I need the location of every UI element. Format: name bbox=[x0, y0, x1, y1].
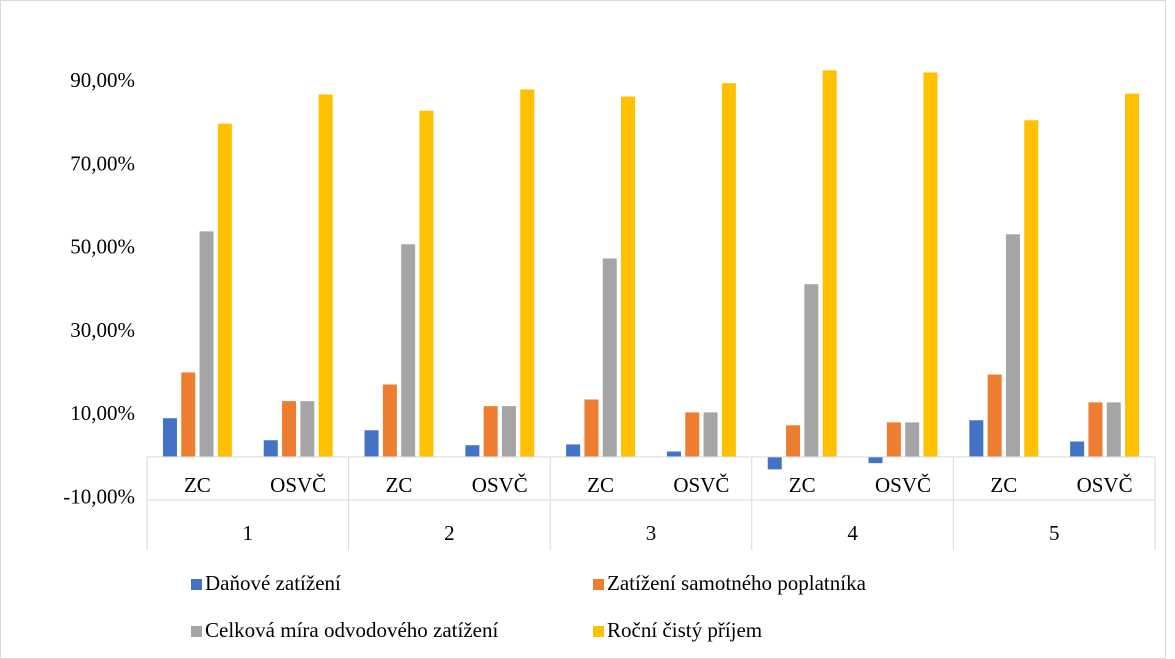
legend-swatch bbox=[593, 579, 604, 590]
bar bbox=[566, 444, 581, 457]
bar bbox=[804, 284, 819, 457]
bar bbox=[1088, 402, 1103, 457]
bar bbox=[886, 422, 901, 457]
bar bbox=[767, 456, 782, 470]
y-tick-label: 30,00% bbox=[70, 318, 135, 342]
y-tick-label: -10,00% bbox=[63, 484, 135, 508]
bar bbox=[1070, 441, 1085, 457]
bar bbox=[199, 231, 214, 457]
bar bbox=[786, 425, 801, 457]
x-tick-label: ZC bbox=[587, 473, 614, 497]
bar bbox=[483, 406, 498, 457]
bar bbox=[501, 406, 516, 457]
x-tick-label: ZC bbox=[990, 473, 1017, 497]
group-label: 2 bbox=[444, 521, 455, 545]
bar bbox=[162, 418, 177, 457]
bar bbox=[318, 94, 333, 457]
y-tick-label: 10,00% bbox=[70, 401, 135, 425]
legend-swatch bbox=[593, 626, 604, 637]
bar bbox=[822, 70, 837, 457]
bar bbox=[263, 440, 278, 457]
legend-swatch bbox=[191, 579, 202, 590]
group-label: 4 bbox=[847, 521, 858, 545]
bar bbox=[969, 420, 984, 457]
bar bbox=[1125, 93, 1140, 457]
y-tick-label: 90,00% bbox=[70, 68, 135, 92]
bar bbox=[923, 72, 938, 457]
bar bbox=[1024, 120, 1039, 457]
x-tick-label: OSVČ bbox=[270, 473, 326, 497]
x-tick-label: ZC bbox=[789, 473, 816, 497]
bar bbox=[602, 258, 617, 457]
x-tick-label: ZC bbox=[184, 473, 211, 497]
legend-label: Celková míra odvodového zatížení bbox=[205, 618, 498, 642]
bar bbox=[282, 401, 297, 457]
legend-swatch bbox=[191, 626, 202, 637]
legend-label: Roční čistý příjem bbox=[607, 618, 762, 642]
legend-label: Zatížení samotného poplatníka bbox=[607, 571, 867, 595]
y-tick-label: 70,00% bbox=[70, 151, 135, 175]
bar bbox=[666, 451, 681, 457]
bar bbox=[382, 384, 397, 457]
y-tick-label: 50,00% bbox=[70, 235, 135, 259]
bar bbox=[520, 89, 535, 457]
bar bbox=[584, 399, 599, 457]
bar bbox=[1106, 402, 1121, 457]
legend-label: Daňové zatížení bbox=[205, 571, 341, 595]
x-tick-label: OSVČ bbox=[1077, 473, 1133, 497]
bar bbox=[401, 244, 416, 457]
group-label: 1 bbox=[243, 521, 254, 545]
bar bbox=[364, 430, 379, 457]
bar bbox=[685, 412, 700, 457]
x-tick-label: OSVČ bbox=[472, 473, 528, 497]
bar bbox=[621, 96, 636, 457]
bar bbox=[905, 422, 920, 457]
x-tick-label: OSVČ bbox=[875, 473, 931, 497]
bar bbox=[987, 374, 1002, 457]
x-tick-label: OSVČ bbox=[673, 473, 729, 497]
x-tick-label: ZC bbox=[386, 473, 413, 497]
bar bbox=[300, 401, 315, 457]
group-label: 5 bbox=[1049, 521, 1060, 545]
bar bbox=[868, 456, 883, 464]
bar bbox=[217, 123, 232, 457]
bar bbox=[721, 83, 736, 457]
bar bbox=[1005, 234, 1020, 457]
bar bbox=[181, 372, 196, 457]
bar bbox=[703, 412, 718, 457]
bar bbox=[465, 445, 480, 457]
group-label: 3 bbox=[646, 521, 657, 545]
bar bbox=[419, 110, 434, 457]
